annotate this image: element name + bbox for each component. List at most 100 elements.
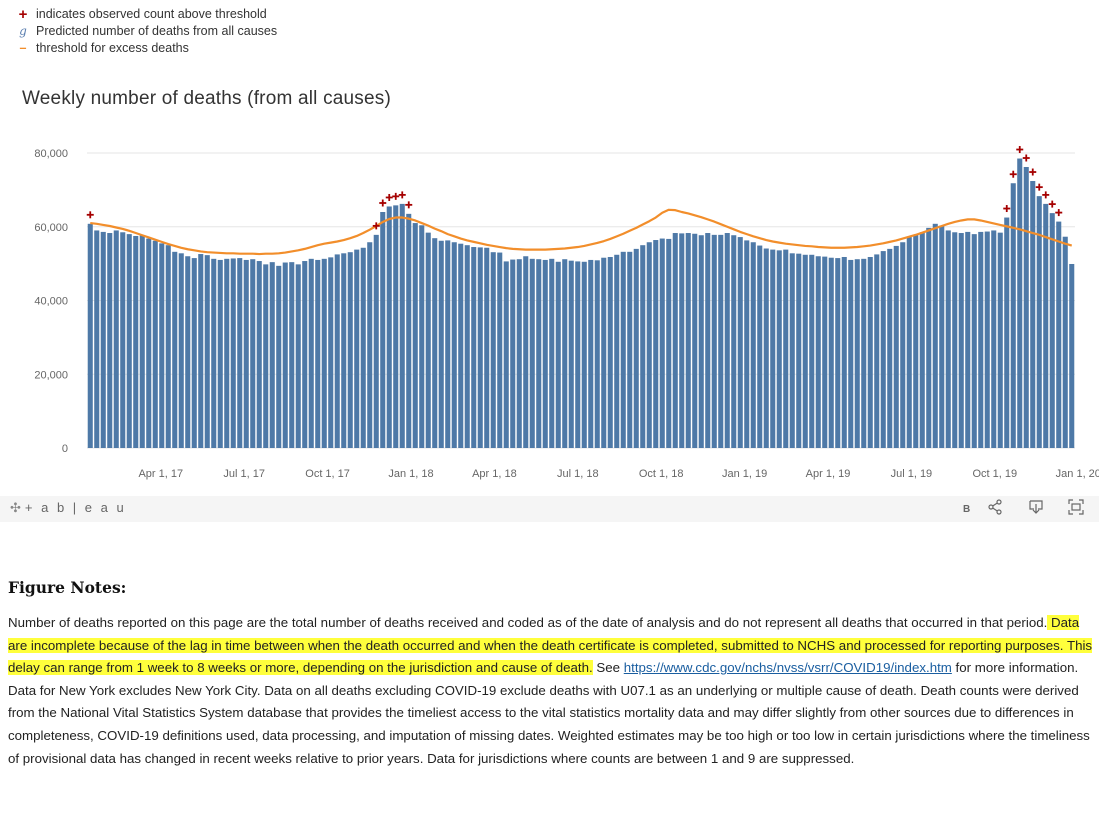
bar — [900, 242, 906, 448]
bar — [1010, 183, 1016, 449]
notes-text: See — [592, 660, 624, 676]
bar — [1023, 167, 1029, 448]
bar — [588, 259, 594, 448]
bar — [490, 252, 496, 448]
bar — [523, 256, 529, 448]
above-threshold-plus — [1003, 205, 1011, 213]
bar — [698, 235, 704, 448]
bar — [237, 258, 243, 448]
bar — [133, 235, 139, 448]
bar — [692, 233, 698, 448]
threshold-line — [90, 208, 1073, 256]
bar — [458, 243, 464, 448]
above-threshold-plus — [405, 201, 413, 209]
bar — [542, 259, 548, 448]
tableau-toolbar: ✣ + a b | e a u B — [0, 496, 1099, 522]
notes-text: for more information. Data for New York … — [8, 660, 1090, 766]
figure-notes-title: Figure Notes: — [8, 578, 127, 597]
bar — [575, 261, 581, 448]
bar — [614, 254, 620, 448]
chart-title: Weekly number of deaths (from all causes… — [22, 88, 391, 109]
bar — [978, 231, 984, 448]
tableau-logo[interactable]: ✣ + a b | e a u — [10, 500, 126, 516]
weekly-deaths-chart[interactable]: 0 20,000 40,000 60,000 80,000 Apr 1, 17 Jul 1… — [0, 130, 1099, 490]
bar — [731, 235, 737, 448]
bar — [529, 258, 535, 448]
bar — [224, 258, 230, 448]
bar — [880, 251, 886, 448]
bar — [308, 258, 314, 448]
x-tick-label: Apr 1, 19 — [806, 468, 851, 480]
notes-text: Number of deaths reported on this page a… — [8, 615, 1048, 630]
bar — [367, 242, 373, 448]
bar — [289, 262, 295, 448]
bar — [809, 254, 815, 448]
above-threshold-plus — [1048, 200, 1056, 208]
above-threshold-plus — [1029, 168, 1037, 176]
legend-item-above-threshold: + indicates observed count above thresho… — [16, 6, 277, 23]
bar — [724, 233, 730, 448]
bar — [919, 232, 925, 448]
figure-notes-text: Number of deaths reported on this page a… — [8, 612, 1093, 770]
y-tick-label: 0 — [62, 443, 68, 455]
bar — [646, 242, 652, 448]
bar — [464, 245, 470, 448]
bar — [1049, 213, 1055, 448]
bar — [971, 234, 977, 449]
cdc-link[interactable]: https://www.cdc.gov/nchs/nvss/vsrr/COVID… — [623, 660, 952, 676]
bar — [757, 245, 763, 448]
bar — [705, 233, 711, 448]
bar — [581, 261, 587, 448]
above-threshold-plus — [1022, 154, 1030, 162]
red-plus-icon: + — [18, 6, 28, 23]
bar — [952, 232, 958, 448]
bar — [380, 212, 386, 448]
bar — [230, 258, 236, 448]
bar — [412, 223, 418, 448]
legend-item-predicted: g Predicted number of deaths from all ca… — [16, 23, 277, 40]
y-tick-label: 40,000 — [34, 296, 68, 308]
fullscreen-icon[interactable] — [1068, 499, 1084, 518]
above-threshold-plus — [1055, 209, 1063, 217]
bar — [874, 254, 880, 448]
bar — [419, 225, 425, 448]
bar — [94, 230, 100, 448]
legend-label: indicates observed count above threshold — [36, 7, 267, 21]
bar — [627, 251, 633, 448]
bar — [250, 259, 256, 448]
bar — [256, 261, 262, 448]
x-tick-label: Oct 1, 18 — [639, 468, 684, 480]
bar — [347, 252, 353, 448]
bar — [321, 258, 327, 448]
bar — [146, 238, 152, 448]
bar — [263, 264, 269, 448]
bar — [796, 253, 802, 448]
b-label: B — [963, 504, 971, 515]
x-tick-label: Jul 1, 18 — [557, 468, 599, 480]
bar — [386, 206, 392, 448]
bar — [633, 248, 639, 449]
bar — [406, 213, 412, 448]
download-icon[interactable] — [1028, 499, 1044, 518]
share-icon[interactable] — [988, 499, 1002, 518]
bar — [958, 233, 964, 448]
bar — [282, 262, 288, 448]
bar — [477, 247, 483, 448]
bar — [341, 253, 347, 448]
x-tick-label: Apr 1, 17 — [138, 468, 183, 480]
bar — [1004, 217, 1010, 448]
bar — [1036, 196, 1042, 448]
threshold-series-line — [90, 208, 1073, 256]
above-threshold-marks — [86, 146, 1063, 230]
bar — [854, 259, 860, 448]
bar — [679, 233, 685, 448]
bar — [685, 233, 691, 448]
bar — [926, 227, 932, 448]
bar — [191, 258, 197, 448]
above-threshold-plus — [379, 199, 387, 207]
bar — [107, 233, 113, 448]
bar — [984, 231, 990, 448]
y-axis: 0 20,000 40,000 60,000 80,000 — [34, 148, 68, 455]
bar — [139, 235, 145, 448]
bar — [783, 249, 789, 448]
